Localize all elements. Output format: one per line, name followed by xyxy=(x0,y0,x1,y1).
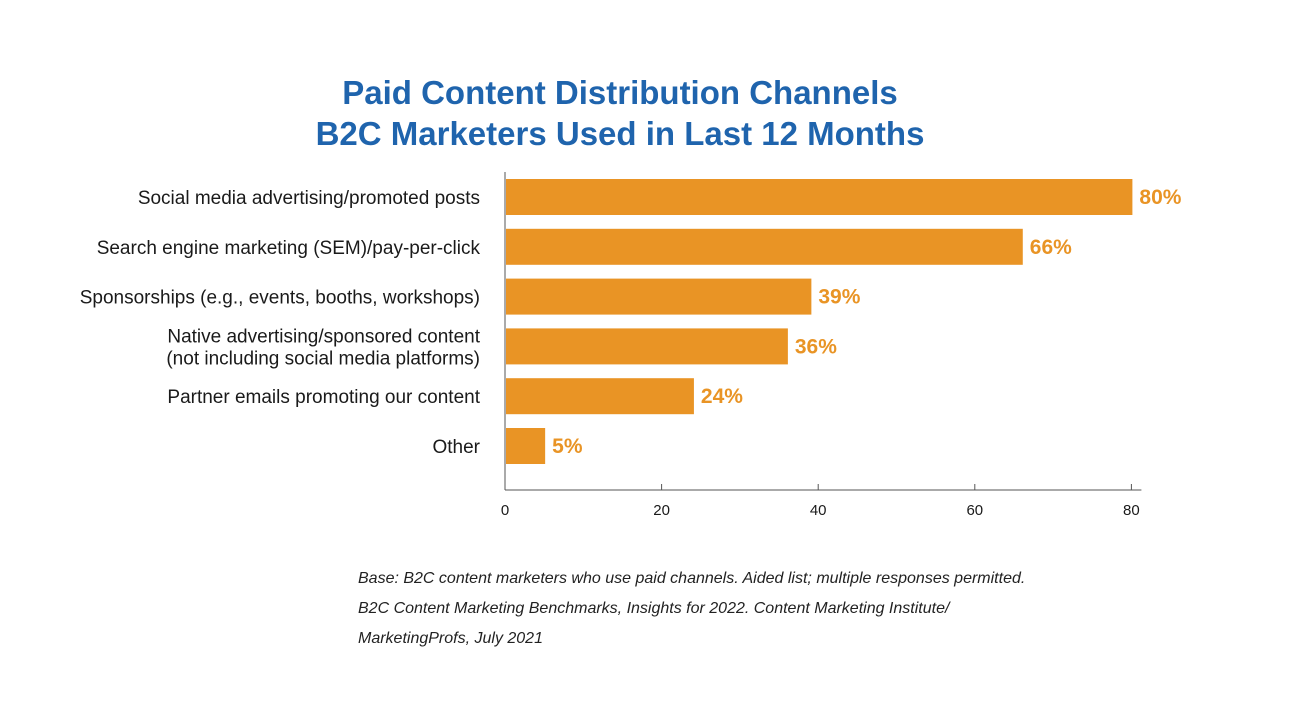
chart-title-line-1: Paid Content Distribution Channels xyxy=(342,74,898,111)
category-label: Partner emails promoting our content xyxy=(167,387,480,408)
category-label: Native advertising/sponsored content xyxy=(167,326,480,347)
category-label: (not including social media platforms) xyxy=(166,348,480,369)
source-note-line-3: MarketingProfs, July 2021 xyxy=(358,630,543,647)
chart-title: Paid Content Distribution Channels B2C M… xyxy=(0,72,1240,154)
bar-value-label: 24% xyxy=(701,385,743,408)
source-note: Base: B2C content marketers who use paid… xyxy=(358,564,1258,654)
bar xyxy=(506,228,1023,265)
category-label: Other xyxy=(432,437,480,458)
x-tick-label: 40 xyxy=(810,502,827,519)
x-tick-label: 0 xyxy=(501,502,509,519)
category-label: Sponsorships (e.g., events, booths, work… xyxy=(80,288,480,309)
x-tick-label: 60 xyxy=(966,502,983,519)
bar xyxy=(506,278,812,315)
x-tick-label: 20 xyxy=(653,502,670,519)
category-label: Search engine marketing (SEM)/pay-per-cl… xyxy=(97,238,481,259)
category-label: Social media advertising/promoted posts xyxy=(138,188,480,209)
chart-title-line-2: B2C Marketers Used in Last 12 Months xyxy=(315,115,925,152)
bar xyxy=(506,428,546,464)
bar-value-label: 66% xyxy=(1030,236,1072,259)
bar-value-label: 80% xyxy=(1139,186,1181,209)
x-tick-label: 80 xyxy=(1123,502,1140,519)
bar-value-label: 39% xyxy=(818,286,860,309)
bar xyxy=(506,378,694,415)
source-note-line-1: Base: B2C content marketers who use paid… xyxy=(358,570,1026,587)
bar xyxy=(506,328,788,365)
bar-value-label: 5% xyxy=(552,435,583,458)
bar-value-label: 36% xyxy=(795,335,837,358)
bar xyxy=(506,179,1133,215)
source-note-line-2: B2C Content Marketing Benchmarks, Insigh… xyxy=(358,600,950,617)
